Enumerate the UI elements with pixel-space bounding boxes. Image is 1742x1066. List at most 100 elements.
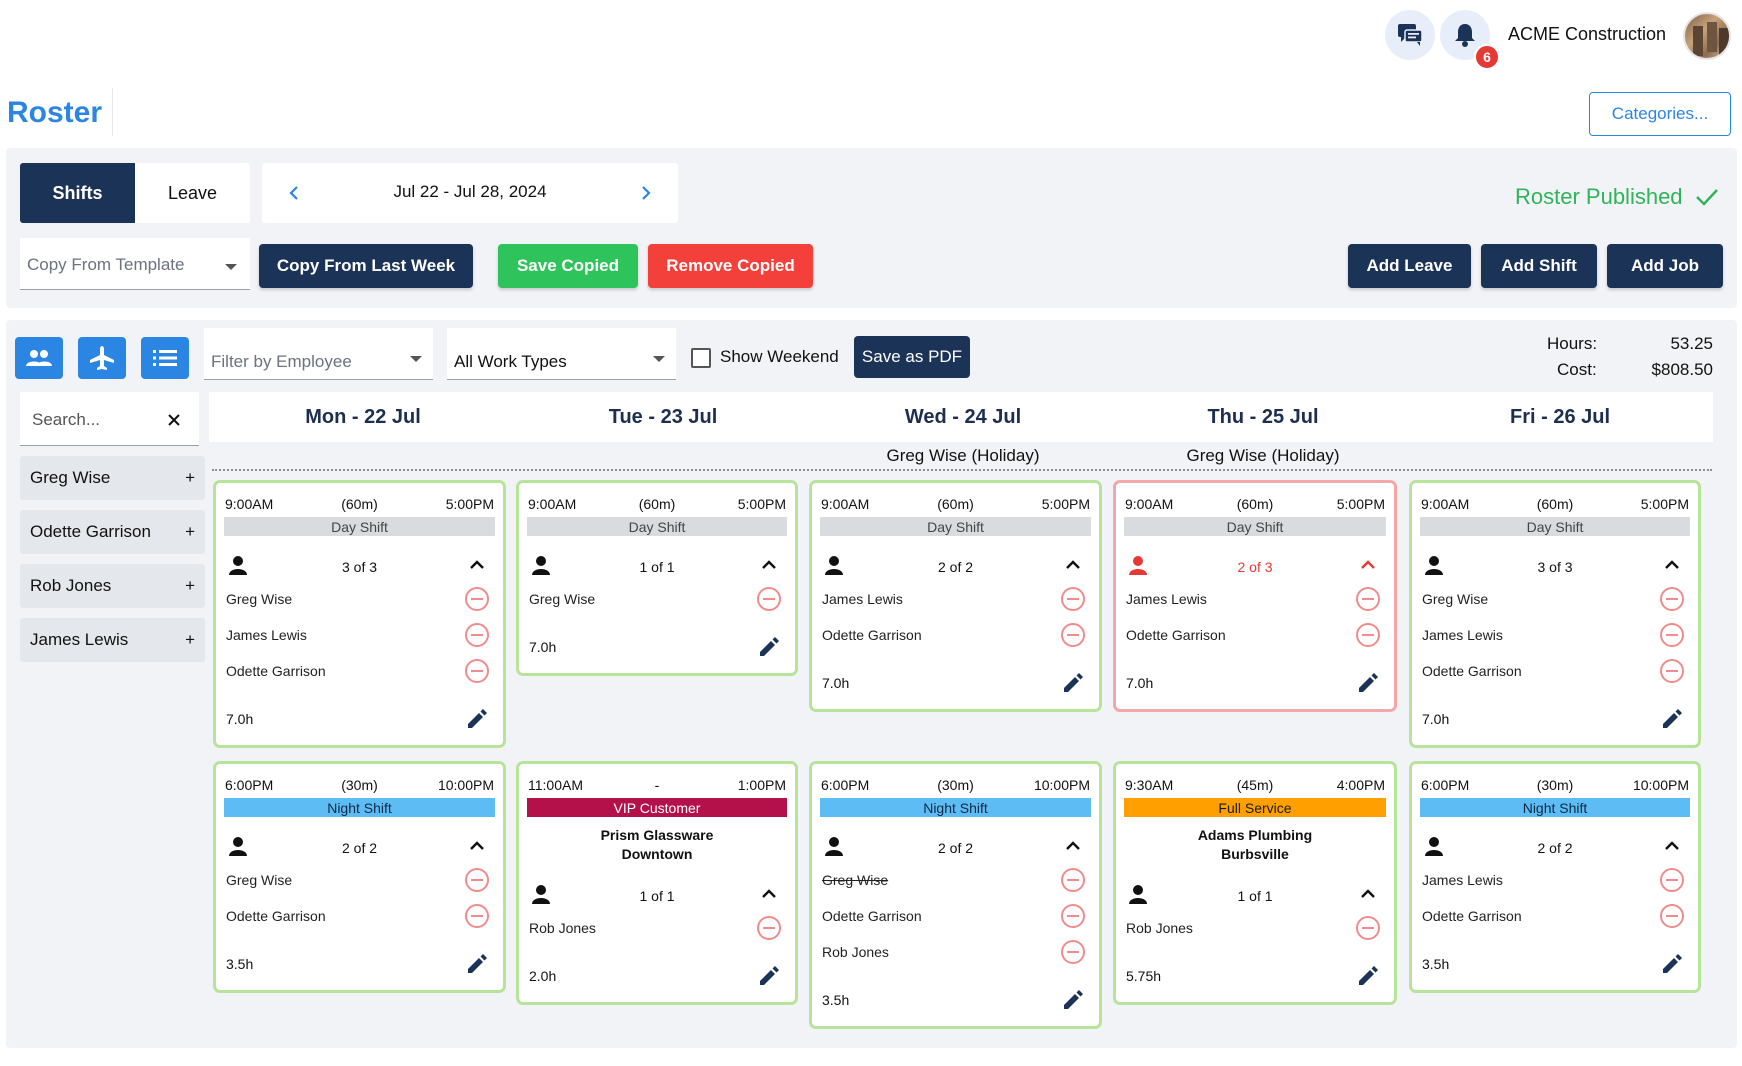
chevron-up-icon[interactable] (1065, 839, 1081, 853)
shift-type-badge: Night Shift (1420, 798, 1690, 817)
shift-hours: 3.5h (1422, 956, 1450, 972)
shift-card[interactable]: 9:00AM (60m) 5:00PM Day Shift 3 of 3 Greg Wis… (213, 480, 506, 748)
filter-by-employee-select[interactable]: Filter by Employee (204, 328, 433, 380)
shift-card[interactable]: 9:30AM (45m) 4:00PM Full Service Adams Plumb… (1113, 761, 1397, 1005)
assigned-employee: Odette Garrison (226, 908, 326, 924)
shift-start-time: 6:00PM (821, 777, 870, 793)
tab-leave[interactable]: Leave (135, 163, 250, 223)
week-range: Jul 22 - Jul 28, 2024 (393, 182, 547, 201)
show-weekend-checkbox[interactable] (691, 348, 711, 368)
sidebar-employee-rob-jones[interactable]: Rob Jones + (20, 564, 205, 608)
remove-employee-icon[interactable] (1660, 587, 1684, 611)
edit-pencil-icon[interactable] (1061, 671, 1085, 695)
add-employee-shift-icon[interactable]: + (185, 630, 195, 649)
leave-view-button[interactable] (78, 337, 126, 379)
edit-pencil-icon[interactable] (1356, 671, 1380, 695)
sidebar-employee-james-lewis[interactable]: James Lewis + (20, 618, 205, 662)
edit-pencil-icon[interactable] (465, 952, 489, 976)
edit-pencil-icon[interactable] (1660, 707, 1684, 731)
shift-card[interactable]: 9:00AM (60m) 5:00PM Day Shift 2 of 2 James Le… (809, 480, 1102, 712)
remove-employee-icon[interactable] (1356, 916, 1380, 940)
add-job-button[interactable]: Add Job (1607, 244, 1723, 288)
chevron-down-icon (225, 264, 237, 270)
shift-break: (30m) (1536, 777, 1574, 793)
remove-employee-icon[interactable] (465, 659, 489, 683)
edit-pencil-icon[interactable] (757, 964, 781, 988)
remove-employee-icon[interactable] (1061, 587, 1085, 611)
shift-card[interactable]: 6:00PM (30m) 10:00PM Night Shift 2 of 2 Greg … (809, 761, 1102, 1029)
remove-employee-icon[interactable] (1660, 868, 1684, 892)
edit-pencil-icon[interactable] (1061, 988, 1085, 1012)
chevron-up-icon[interactable] (761, 558, 777, 572)
save-copied-button[interactable]: Save Copied (498, 244, 638, 288)
chevron-up-icon[interactable] (761, 887, 777, 901)
remove-employee-icon[interactable] (1356, 623, 1380, 647)
chevron-up-icon[interactable] (469, 558, 485, 572)
avatar[interactable] (1683, 12, 1731, 60)
chevron-up-icon[interactable] (469, 839, 485, 853)
week-navigator: Jul 22 - Jul 28, 2024 (262, 163, 678, 223)
chevron-up-icon[interactable] (1664, 558, 1680, 572)
shift-card[interactable]: 6:00PM (30m) 10:00PM Night Shift 2 of 2 James… (1409, 761, 1701, 993)
person-icon (1128, 555, 1148, 575)
shift-card[interactable]: 9:00AM (60m) 5:00PM Day Shift 2 of 3 James Le… (1113, 480, 1397, 712)
shift-card[interactable]: 9:00AM (60m) 5:00PM Day Shift 1 of 1 Greg Wis… (516, 480, 798, 676)
copy-from-last-week-button[interactable]: Copy From Last Week (259, 244, 473, 288)
chevron-up-icon[interactable] (1065, 558, 1081, 572)
day-header-tue: Tue - 23 Jul (608, 406, 718, 428)
remove-employee-icon[interactable] (1660, 659, 1684, 683)
chevron-up-icon[interactable] (1664, 839, 1680, 853)
employee-search (20, 392, 199, 446)
edit-pencil-icon[interactable] (757, 635, 781, 659)
list-view-button[interactable] (141, 337, 189, 379)
employees-view-button[interactable] (15, 337, 63, 379)
sidebar-employee-odette-garrison[interactable]: Odette Garrison + (20, 510, 205, 554)
add-shift-button[interactable]: Add Shift (1481, 244, 1597, 288)
employee-name: Greg Wise (30, 468, 111, 487)
chevron-up-icon[interactable] (1360, 558, 1376, 572)
remove-employee-icon[interactable] (465, 587, 489, 611)
remove-employee-icon[interactable] (1061, 868, 1085, 892)
next-week-button[interactable] (634, 181, 658, 205)
edit-pencil-icon[interactable] (1660, 952, 1684, 976)
remove-employee-icon[interactable] (1061, 904, 1085, 928)
search-input[interactable] (32, 410, 162, 430)
add-employee-shift-icon[interactable]: + (185, 468, 195, 487)
shift-card[interactable]: 9:00AM (60m) 5:00PM Day Shift 3 of 3 Greg Wis… (1409, 480, 1701, 748)
edit-pencil-icon[interactable] (1356, 964, 1380, 988)
remove-employee-icon[interactable] (465, 623, 489, 647)
shift-start-time: 9:00AM (1125, 496, 1174, 512)
tab-shifts[interactable]: Shifts (20, 163, 135, 223)
remove-employee-icon[interactable] (1660, 623, 1684, 647)
categories-button[interactable]: Categories... (1589, 92, 1731, 136)
shift-start-time: 9:00AM (1421, 496, 1470, 512)
remove-employee-icon[interactable] (465, 904, 489, 928)
remove-employee-icon[interactable] (757, 916, 781, 940)
add-leave-button[interactable]: Add Leave (1348, 244, 1471, 288)
work-types-select[interactable]: All Work Types (447, 328, 676, 380)
remove-employee-icon[interactable] (1061, 623, 1085, 647)
remove-employee-icon[interactable] (1061, 940, 1085, 964)
remove-employee-icon[interactable] (1660, 904, 1684, 928)
shift-card[interactable]: 11:00AM - 1:00PM VIP Customer Prism Glasswar… (516, 761, 798, 1005)
shift-card[interactable]: 6:00PM (30m) 10:00PM Night Shift 2 of 2 Greg … (213, 761, 506, 993)
chevron-right-icon (642, 186, 651, 200)
copy-from-template-select[interactable]: Copy From Template (20, 238, 250, 290)
previous-week-button[interactable] (282, 181, 306, 205)
remove-employee-icon[interactable] (757, 587, 781, 611)
add-employee-shift-icon[interactable]: + (185, 522, 195, 541)
hours-label: Hours: (1547, 334, 1598, 353)
remove-copied-button[interactable]: Remove Copied (648, 244, 813, 288)
save-as-pdf-button[interactable]: Save as PDF (854, 336, 970, 378)
staffing-count: 1 of 1 (1237, 888, 1273, 904)
holiday-note-wed: Greg Wise (Holiday) (886, 446, 1040, 465)
close-icon[interactable] (167, 413, 181, 427)
shift-break: (60m) (937, 496, 974, 512)
remove-employee-icon[interactable] (465, 868, 489, 892)
edit-pencil-icon[interactable] (465, 707, 489, 731)
sidebar-employee-greg-wise[interactable]: Greg Wise + (20, 456, 205, 500)
add-employee-shift-icon[interactable]: + (185, 576, 195, 595)
remove-employee-icon[interactable] (1356, 587, 1380, 611)
chevron-up-icon[interactable] (1360, 887, 1376, 901)
messages-button[interactable] (1385, 10, 1435, 60)
